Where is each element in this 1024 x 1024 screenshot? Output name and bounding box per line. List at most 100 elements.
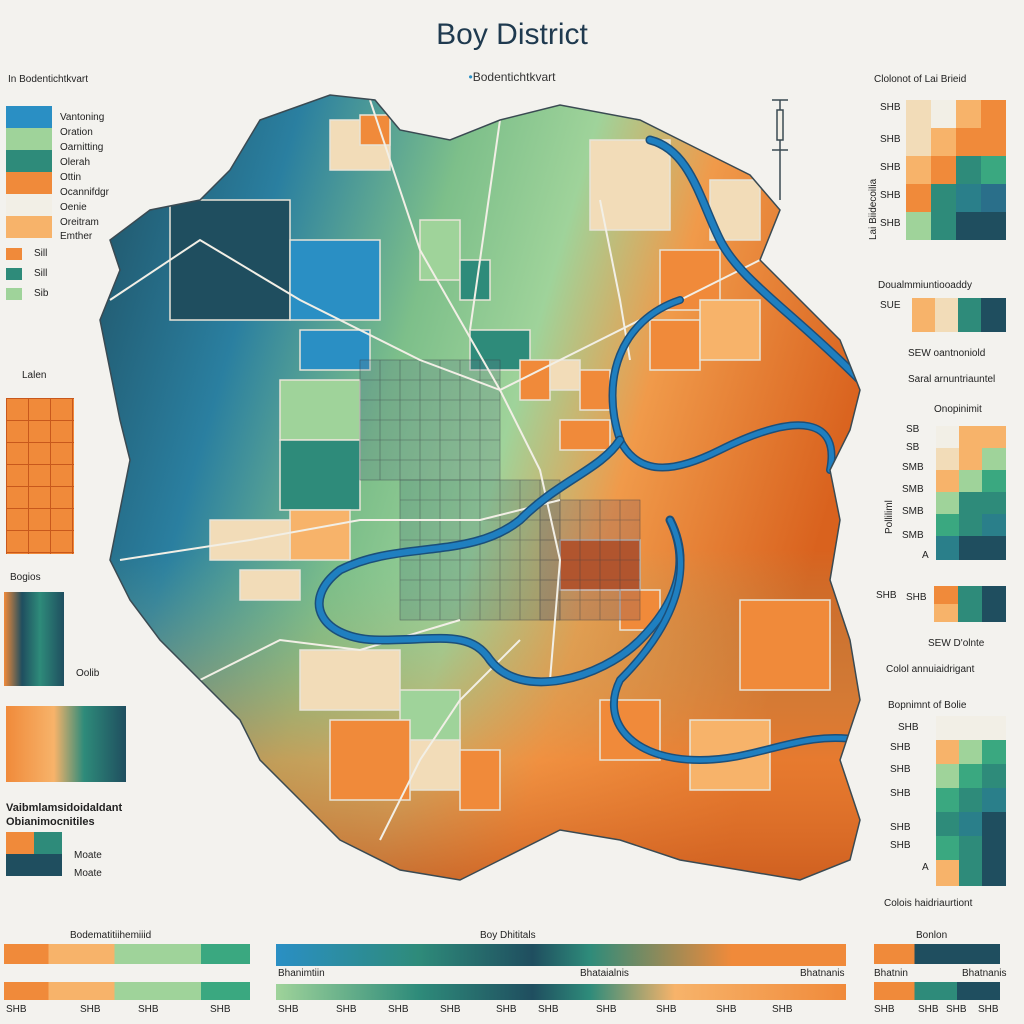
bottom-mid-strip	[276, 944, 846, 966]
block-label-2: Obianimocnitiles	[6, 816, 95, 828]
grid-cell	[956, 156, 981, 184]
right-heading-3: Onopinimit	[934, 404, 982, 415]
river	[314, 135, 860, 764]
row-label: SHB	[880, 218, 901, 229]
grid-cell	[981, 212, 1006, 240]
block-label-1: Vaibmlamsidoidaldant	[6, 802, 123, 814]
row-label: SHB	[880, 190, 901, 201]
grid-cell	[936, 492, 959, 514]
right-heading-2: Doualmmiuntiooaddy	[878, 280, 972, 291]
bottom-right-strip-2	[874, 982, 1000, 1000]
bottom-left-label: Bodematitiihemiiid	[70, 930, 152, 941]
grid-cell	[959, 536, 982, 560]
grid-cell	[936, 536, 959, 560]
grid-cell	[959, 788, 982, 812]
grid-cell	[958, 586, 982, 604]
grid-cell	[958, 298, 981, 332]
right-heading-1: Clolonot of Lai Brieid	[874, 74, 967, 85]
legend-label: Oarnitting	[60, 142, 104, 153]
grid-cell	[959, 514, 982, 536]
bottom-left-strip	[4, 944, 250, 964]
legend-swatch	[6, 172, 52, 194]
tick-label: SHB	[496, 1004, 517, 1015]
grid-cell	[931, 184, 956, 212]
right-grid-6	[936, 716, 1006, 886]
legend-label: Sill	[34, 268, 48, 279]
right-heading-5: Colol annuiaidrigant	[886, 664, 975, 675]
grid-cell	[906, 184, 931, 212]
row-label: SMB	[902, 506, 924, 517]
grid-cell	[982, 788, 1006, 812]
grid-cell	[982, 860, 1006, 886]
grid-cell	[959, 470, 982, 492]
grid-cell	[959, 448, 982, 470]
tick-label: SHB	[656, 1004, 677, 1015]
grid-cell	[959, 860, 982, 886]
tick-label: SHB	[596, 1004, 617, 1015]
tick-label: SHB	[138, 1004, 159, 1015]
grid-cell	[936, 860, 959, 886]
grid-cell	[936, 788, 959, 812]
grid-cell	[982, 586, 1006, 604]
grid-cell	[956, 184, 981, 212]
row-label: SB	[906, 442, 920, 453]
grid-cell	[934, 586, 958, 604]
grid-cell	[981, 100, 1006, 128]
grid-cell	[982, 448, 1006, 470]
tick-label: SHB	[210, 1004, 231, 1015]
district-outline	[99, 94, 861, 881]
grid-cell	[956, 128, 981, 156]
left-small-legend: Sill Sill Sib	[6, 248, 86, 304]
tick-label: Bhanimtiin	[278, 968, 325, 979]
grid-cell	[982, 536, 1006, 560]
bottom-mid-strip-2	[276, 984, 846, 1000]
grid-label: Lalen	[22, 370, 47, 381]
right-footer-6: Colois haidriaurtiont	[884, 898, 973, 909]
left-bar-chart	[4, 592, 64, 686]
block-item: Moate	[74, 850, 102, 861]
grid-cell	[956, 212, 981, 240]
right-grid-3	[936, 426, 1006, 560]
grid-cell	[906, 156, 931, 184]
grid-cell	[959, 812, 982, 836]
legend-swatch	[6, 106, 52, 128]
right-strip-2	[912, 298, 1006, 332]
tick-label: SHB	[772, 1004, 793, 1015]
bottom-left-strip-2	[4, 982, 250, 1000]
row-label: SHB	[880, 102, 901, 113]
tick-label: SHB	[80, 1004, 101, 1015]
grid-cell	[981, 128, 1006, 156]
tick-label: SHB	[388, 1004, 409, 1015]
grid-cell	[982, 492, 1006, 514]
tick-label: SHB	[918, 1004, 939, 1015]
note: SEW oantnoniold	[908, 348, 986, 359]
legend-swatch	[34, 854, 62, 876]
legend-swatch	[6, 832, 34, 854]
row-label: A	[922, 550, 929, 561]
legend-label: Oration	[60, 127, 93, 138]
legend-label: Ottin	[60, 172, 82, 183]
grid-cell	[931, 156, 956, 184]
map-subtitle: •Bodentichtkvart	[0, 70, 1024, 84]
row-label: SHB	[890, 822, 911, 833]
grid-cell	[982, 812, 1006, 836]
bar-label: Bogios	[10, 572, 41, 583]
row-label: SHB	[890, 840, 911, 851]
grid-cell	[959, 740, 982, 764]
left-gradient-block	[6, 706, 126, 782]
legend-swatch	[6, 216, 52, 238]
tick-label: SHB	[6, 1004, 27, 1015]
tick-label: SHB	[978, 1004, 999, 1015]
left-block-swatches	[6, 832, 66, 882]
grid-cell	[959, 492, 982, 514]
grid-cell	[906, 212, 931, 240]
row-label: SHB	[880, 162, 901, 173]
bar-value: Oolib	[76, 668, 100, 679]
grid-cell	[935, 298, 958, 332]
row-label: SHB	[890, 788, 911, 799]
grid-cell	[981, 184, 1006, 212]
row-label: SHB	[890, 742, 911, 753]
legend-swatch	[6, 194, 52, 216]
right-heading-6: Bopnimnt of Bolie	[888, 700, 967, 711]
